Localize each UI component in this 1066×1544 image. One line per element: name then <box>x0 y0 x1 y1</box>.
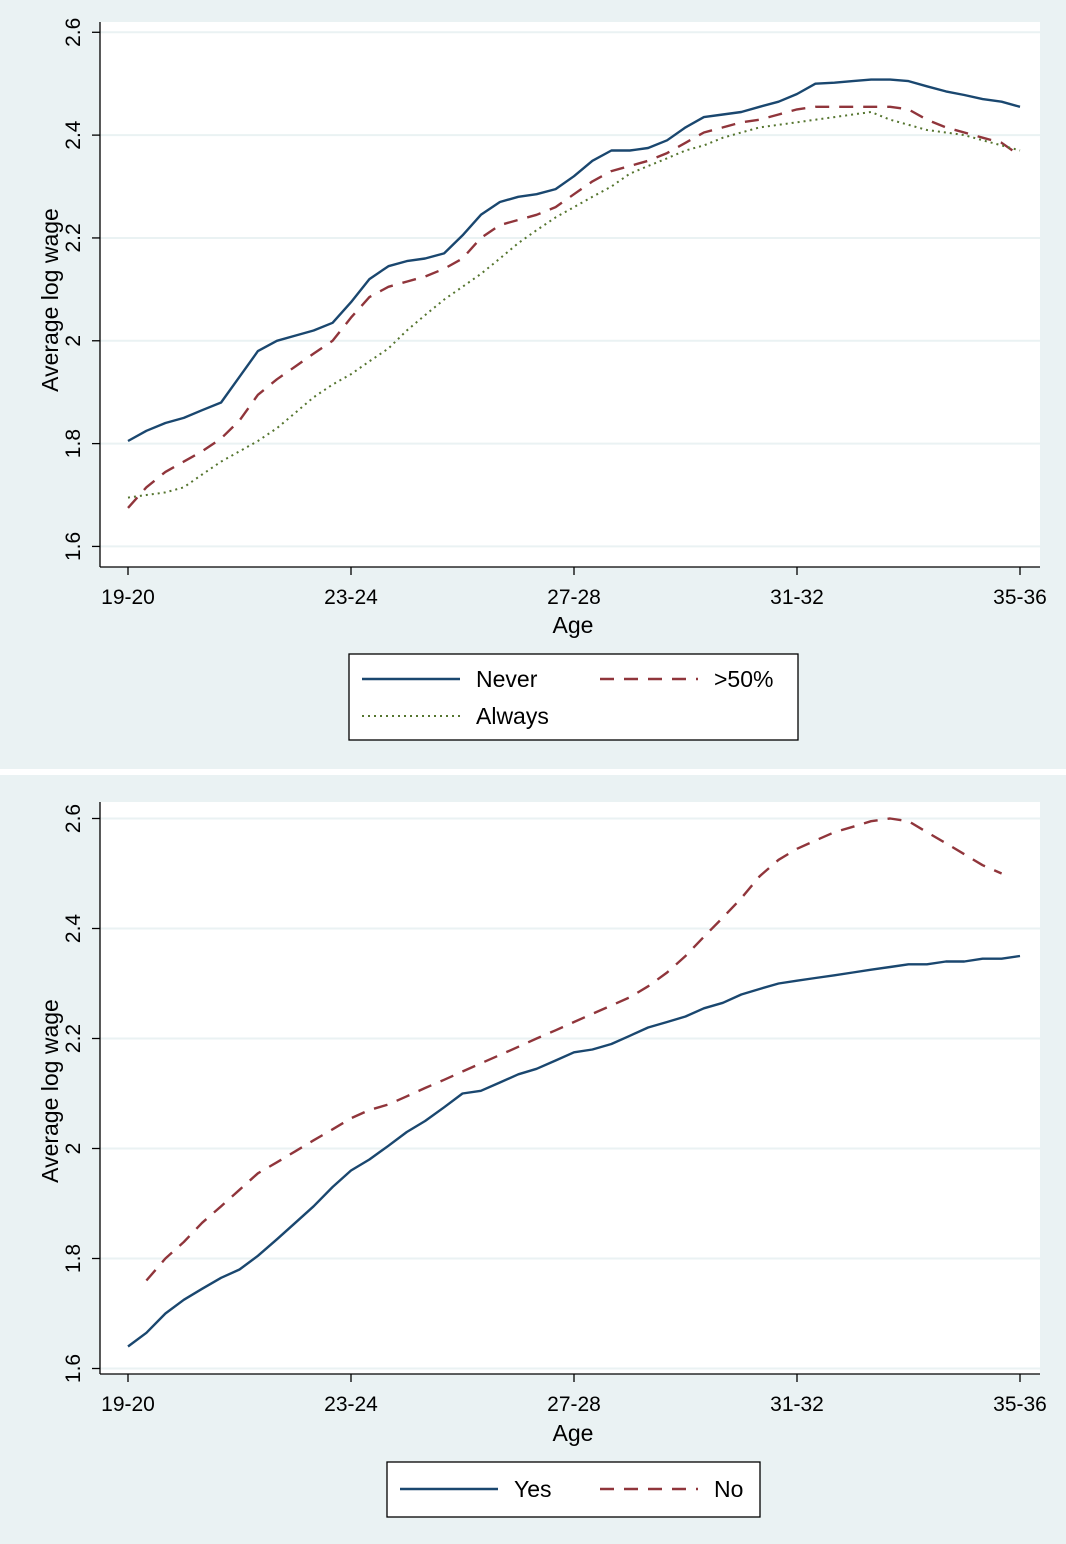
y-axis-title-top: Average log wage <box>37 208 63 392</box>
x-tick-label-top-0: 19-20 <box>101 586 155 609</box>
chart-panel-top: 1.6 1.8 2 2.2 2.4 2.6 19-20 23-24 27-28 31-32 35-3… <box>37 18 1047 741</box>
legend-label-never: Never <box>476 666 538 692</box>
y-tick-label-top-2: 2 <box>62 335 85 347</box>
x-tick-label-top-2: 27-28 <box>547 586 601 609</box>
chart-panel-bottom: 1.6 1.8 2 2.2 2.4 2.6 19-20 23-24 27-28 31-32 35-3… <box>37 802 1047 1518</box>
plot-area-top <box>100 22 1040 567</box>
legend-label-always: Always <box>476 703 549 729</box>
y-tick-label-top-0: 1.6 <box>62 532 85 561</box>
x-tick-label-top-4: 35-36 <box>993 586 1047 609</box>
y-tick-label-top-5: 2.6 <box>62 18 85 47</box>
x-tick-label-top-1: 23-24 <box>324 586 378 609</box>
legend-top: Never >50% Always <box>348 653 799 741</box>
axes-top: 1.6 1.8 2 2.2 2.4 2.6 19-20 23-24 27-28 31-32 35-3… <box>62 18 1047 609</box>
plot-area-bottom <box>100 802 1040 1374</box>
legend-label-no: No <box>714 1476 743 1502</box>
x-tick-label-bottom-2: 27-28 <box>547 1393 601 1416</box>
y-tick-label-bottom-5: 2.6 <box>62 804 85 833</box>
legend-box-top <box>348 653 799 741</box>
series-line-bottom-0 <box>127 954 1021 1348</box>
series-line-top-0 <box>127 78 1021 443</box>
legend-label-yes: Yes <box>514 1476 552 1502</box>
y-tick-label-bottom-3: 2.2 <box>62 1024 85 1053</box>
series-line-bottom-1 <box>145 817 1003 1282</box>
gridlines-top <box>100 31 1040 548</box>
legend-bottom: Yes No <box>386 1461 761 1518</box>
x-tick-label-top-3: 31-32 <box>770 586 824 609</box>
series-lines-top <box>127 78 1021 509</box>
gridlines-bottom <box>100 817 1040 1370</box>
y-tick-label-bottom-0: 1.6 <box>62 1354 85 1383</box>
x-axis-title-bottom: Age <box>553 1420 594 1446</box>
y-tick-label-top-3: 2.2 <box>62 223 85 252</box>
x-tick-label-bottom-4: 35-36 <box>993 1393 1047 1416</box>
x-tick-label-bottom-1: 23-24 <box>324 1393 378 1416</box>
y-tick-label-top-1: 1.8 <box>62 429 85 458</box>
axes-bottom: 1.6 1.8 2 2.2 2.4 2.6 19-20 23-24 27-28 31-32 35-3… <box>62 802 1047 1416</box>
legend-label-over-50: >50% <box>714 666 773 692</box>
x-axis-title-top: Age <box>553 612 594 638</box>
y-tick-label-bottom-4: 2.4 <box>62 914 85 944</box>
y-tick-label-bottom-2: 2 <box>62 1143 85 1155</box>
y-tick-label-top-4: 2.4 <box>62 120 85 150</box>
y-tick-label-bottom-1: 1.8 <box>62 1244 85 1273</box>
x-tick-label-bottom-3: 31-32 <box>770 1393 824 1416</box>
y-axis-title-bottom: Average log wage <box>37 999 63 1183</box>
series-line-top-1 <box>127 105 1021 509</box>
x-tick-label-bottom-0: 19-20 <box>101 1393 155 1416</box>
series-lines-bottom <box>127 817 1021 1348</box>
